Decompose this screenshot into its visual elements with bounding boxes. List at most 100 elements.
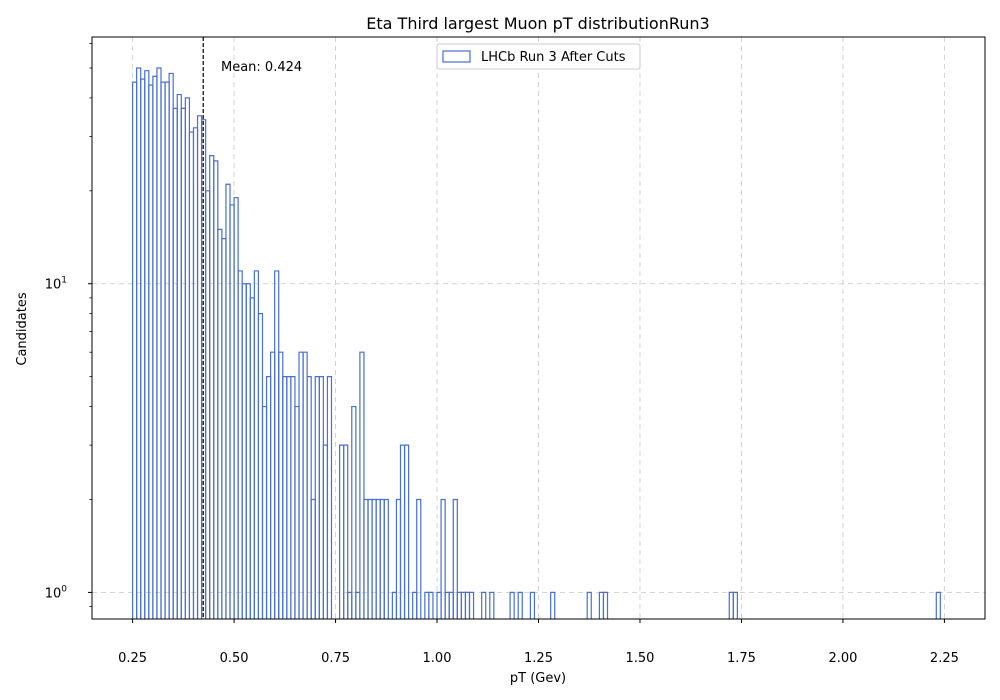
histogram-bin bbox=[452, 498, 458, 619]
x-tick-label: 1.00 bbox=[423, 651, 452, 666]
histogram-bin bbox=[286, 376, 292, 619]
x-tick-label: 0.50 bbox=[220, 651, 249, 666]
histogram-bin bbox=[351, 405, 357, 619]
histogram-bin bbox=[282, 376, 288, 619]
legend: LHCb Run 3 After Cuts bbox=[436, 43, 641, 70]
histogram-bin bbox=[428, 591, 434, 619]
histogram-bin bbox=[294, 405, 300, 619]
histogram-bin bbox=[412, 591, 418, 619]
histogram-bin bbox=[253, 270, 260, 619]
histogram-bin bbox=[444, 591, 450, 619]
histogram-bin bbox=[355, 591, 361, 619]
histogram-bin bbox=[205, 190, 211, 619]
histogram-bin bbox=[395, 498, 402, 619]
histogram-bin bbox=[424, 591, 430, 619]
histogram-bin bbox=[188, 131, 195, 619]
histogram-bin bbox=[237, 270, 243, 619]
legend-entry-label: LHCb Run 3 After Cuts bbox=[481, 50, 626, 65]
chart-title: Eta Third largest Muon pT distributionRu… bbox=[366, 14, 709, 33]
mean-annotation: Mean: 0.424 bbox=[221, 60, 302, 75]
histogram-bin bbox=[290, 376, 296, 619]
histogram-bin bbox=[257, 313, 264, 619]
histogram-bin bbox=[489, 591, 495, 619]
histogram-bin bbox=[416, 498, 422, 619]
histogram-bin bbox=[229, 204, 235, 619]
y-axis-label: Candidates bbox=[15, 292, 30, 365]
histogram-bin bbox=[602, 591, 609, 619]
histogram-bin bbox=[302, 351, 308, 619]
histogram-bin bbox=[371, 498, 377, 619]
histogram-bin bbox=[440, 498, 446, 619]
histogram-bin bbox=[318, 376, 324, 619]
histogram-bin bbox=[343, 444, 349, 619]
histogram-bin bbox=[217, 228, 223, 619]
legend-swatch bbox=[442, 50, 471, 63]
histogram-bin bbox=[363, 498, 369, 619]
histogram-bin bbox=[196, 115, 203, 619]
histogram-bin bbox=[732, 591, 738, 619]
histogram-bin bbox=[245, 283, 251, 619]
histogram-bin bbox=[168, 72, 174, 619]
histogram-bin bbox=[383, 498, 389, 619]
histogram-bin bbox=[278, 351, 284, 619]
x-tick-label: 1.50 bbox=[626, 651, 655, 666]
histogram-bin bbox=[180, 107, 186, 619]
histogram-bin bbox=[436, 591, 442, 619]
histogram-bin bbox=[241, 283, 247, 619]
histogram-bin bbox=[550, 591, 556, 619]
histogram-bin bbox=[391, 591, 398, 619]
x-tick-label: 2.25 bbox=[930, 651, 959, 666]
histogram-bin bbox=[347, 591, 353, 619]
histogram-bin bbox=[213, 160, 219, 619]
histogram-bin bbox=[339, 444, 345, 619]
x-tick-label: 0.25 bbox=[118, 651, 147, 666]
histogram-bin bbox=[176, 93, 182, 619]
histogram-bin bbox=[152, 75, 158, 619]
histogram-bin bbox=[598, 591, 605, 619]
histogram-bin bbox=[314, 376, 320, 619]
histogram-bin bbox=[403, 444, 410, 619]
histogram-bin bbox=[367, 498, 373, 619]
histogram-bin bbox=[225, 183, 231, 619]
histogram-bin bbox=[460, 591, 467, 619]
histogram-bin bbox=[468, 591, 475, 619]
x-tick-label: 1.25 bbox=[524, 651, 553, 666]
histogram-bin bbox=[379, 498, 385, 619]
histogram-bin bbox=[481, 591, 487, 619]
x-tick-label: 0.75 bbox=[321, 651, 350, 666]
histogram-bin bbox=[156, 67, 162, 619]
histogram-bin bbox=[164, 81, 170, 619]
histogram-bin bbox=[448, 591, 454, 619]
histogram-bin bbox=[529, 591, 536, 619]
histogram-bin bbox=[464, 591, 471, 619]
axis-ticks: 0.25 0.50 0.75 1.00 1.25 1.50 1.75 2.00 2.25 100 1… bbox=[45, 43, 959, 666]
histogram-series bbox=[131, 67, 941, 619]
x-tick-label: 2.00 bbox=[828, 651, 857, 666]
legend-box bbox=[436, 43, 641, 70]
histogram-bin bbox=[221, 238, 227, 619]
histogram-bin bbox=[148, 84, 154, 619]
histogram-bin bbox=[192, 127, 199, 619]
histogram-bin bbox=[517, 591, 523, 619]
histogram-bin bbox=[160, 81, 166, 619]
histogram-bin bbox=[131, 81, 138, 619]
histogram-bin bbox=[274, 270, 280, 619]
histogram-bin bbox=[728, 591, 734, 619]
histogram-bin bbox=[265, 376, 272, 619]
histogram-bin bbox=[306, 376, 312, 619]
histogram-bin bbox=[136, 67, 142, 619]
histogram-bin bbox=[172, 107, 178, 619]
histogram-bin bbox=[261, 405, 268, 619]
histogram-bin bbox=[359, 351, 365, 619]
y-tick-label: 100 bbox=[45, 584, 68, 601]
histogram-bin bbox=[298, 351, 304, 619]
histogram-bin bbox=[322, 444, 329, 619]
histogram-bin bbox=[399, 444, 406, 619]
histogram-bin bbox=[144, 70, 150, 619]
histogram-bin bbox=[509, 591, 515, 619]
y-tick-label: 101 bbox=[45, 276, 67, 293]
histogram-bin bbox=[456, 591, 462, 619]
histogram-bin bbox=[140, 78, 146, 619]
histogram-bin bbox=[326, 376, 333, 619]
